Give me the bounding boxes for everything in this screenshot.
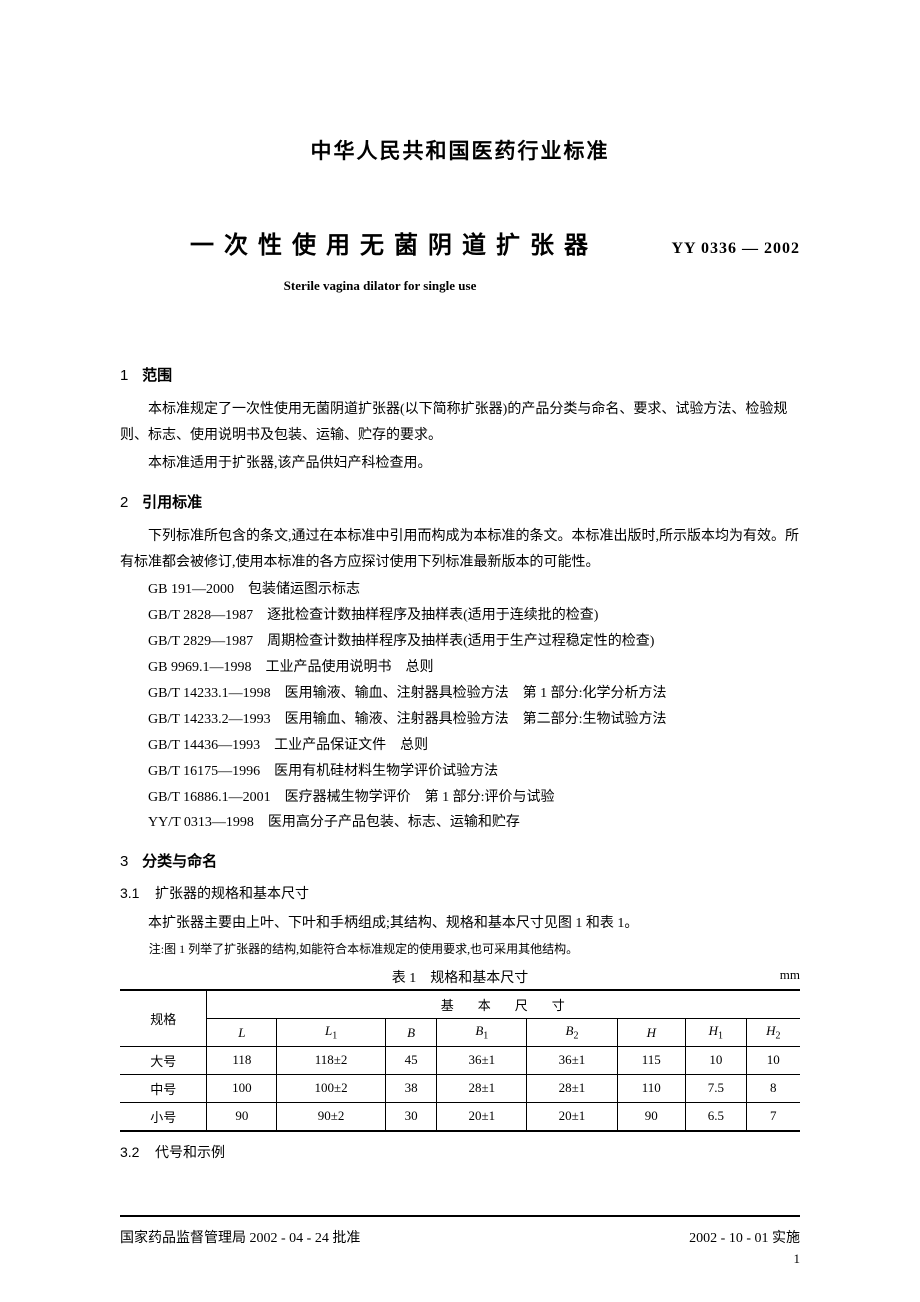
standard-code: YY 0336 — 2002 (671, 240, 800, 258)
table-row: 中号 100 100±2 38 28±1 28±1 110 7.5 8 (120, 1074, 800, 1102)
td: 36±1 (527, 1046, 617, 1074)
subsection-3-1-num: 3.1 (120, 885, 139, 901)
th-H2: H2 (746, 1019, 800, 1047)
subtitle-english: Sterile vagina dilator for single use (120, 278, 640, 294)
td-spec: 中号 (120, 1074, 207, 1102)
ref-item: GB/T 16175—1996 医用有机硅材料生物学评价试验方法 (148, 759, 800, 785)
td-spec: 大号 (120, 1046, 207, 1074)
section-3-num: 3 (120, 853, 128, 870)
section-2-label: 引用标准 (142, 495, 202, 511)
td: 38 (385, 1074, 436, 1102)
td: 20±1 (437, 1102, 527, 1131)
table-1-caption: 表 1 规格和基本尺寸 mm (120, 967, 800, 987)
th-B2: B2 (527, 1019, 617, 1047)
th-group: 基本尺寸 (207, 990, 800, 1019)
subsection-3-2-num: 3.2 (120, 1144, 139, 1160)
ref-item: GB/T 14233.1—1998 医用输液、输血、注射器具检验方法 第 1 部… (148, 681, 800, 707)
td: 118±2 (277, 1046, 386, 1074)
section-1-heading: 1 范围 (120, 364, 800, 385)
footer-effective: 2002 - 10 - 01 实施 (689, 1227, 800, 1247)
main-title: 一次性使用无菌阴道扩张器 (190, 225, 598, 260)
ref-item: GB 191—2000 包装储运图示标志 (148, 577, 800, 603)
ref-item: GB/T 14436—1993 工业产品保证文件 总则 (148, 733, 800, 759)
table-1: 规格 基本尺寸 L L1 B B1 B2 H H1 H2 大号 118 118±… (120, 989, 800, 1132)
th-H: H (617, 1019, 685, 1047)
table-row: 小号 90 90±2 30 20±1 20±1 90 6.5 7 (120, 1102, 800, 1131)
ref-item: GB/T 14233.2—1993 医用输血、输液、注射器具检验方法 第二部分:… (148, 707, 800, 733)
section-1-num: 1 (120, 367, 128, 384)
td: 90 (207, 1102, 277, 1131)
ref-item: GB 9969.1—1998 工业产品使用说明书 总则 (148, 655, 800, 681)
td: 118 (207, 1046, 277, 1074)
td: 7.5 (686, 1074, 747, 1102)
subsection-3-2-label: 代号和示例 (155, 1146, 225, 1161)
subsection-3-1-note: 注:图 1 列举了扩张器的结构,如能符合本标准规定的使用要求,也可采用其他结构。 (120, 940, 800, 957)
th-B1: B1 (437, 1019, 527, 1047)
reference-list: GB 191—2000 包装储运图示标志 GB/T 2828—1987 逐批检查… (148, 577, 800, 836)
section-2-intro: 下列标准所包含的条文,通过在本标准中引用而构成为本标准的条文。本标准出版时,所示… (120, 524, 800, 576)
td: 115 (617, 1046, 685, 1074)
th-L1: L1 (277, 1019, 386, 1047)
td: 7 (746, 1102, 800, 1131)
td: 90 (617, 1102, 685, 1131)
page-number: 1 (794, 1251, 801, 1267)
section-1-p1: 本标准规定了一次性使用无菌阴道扩张器(以下简称扩张器)的产品分类与命名、要求、试… (120, 397, 800, 449)
section-2-num: 2 (120, 494, 128, 511)
td: 100 (207, 1074, 277, 1102)
td: 10 (686, 1046, 747, 1074)
subsection-3-1-p1: 本扩张器主要由上叶、下叶和手柄组成;其结构、规格和基本尺寸见图 1 和表 1。 (120, 911, 800, 937)
footer: 国家药品监督管理局 2002 - 04 - 24 批准 2002 - 10 - … (120, 1215, 800, 1247)
footer-approval: 国家药品监督管理局 2002 - 04 - 24 批准 (120, 1227, 360, 1247)
th-B: B (385, 1019, 436, 1047)
td: 28±1 (437, 1074, 527, 1102)
ref-item: GB/T 16886.1—2001 医疗器械生物学评价 第 1 部分:评价与试验 (148, 785, 800, 811)
td: 45 (385, 1046, 436, 1074)
td: 36±1 (437, 1046, 527, 1074)
td: 6.5 (686, 1102, 747, 1131)
subsection-3-1-label: 扩张器的规格和基本尺寸 (155, 887, 309, 902)
td: 30 (385, 1102, 436, 1131)
section-3-label: 分类与命名 (142, 854, 217, 870)
th-spec: 规格 (120, 990, 207, 1046)
td-spec: 小号 (120, 1102, 207, 1131)
ref-item: YY/T 0313—1998 医用高分子产品包装、标志、运输和贮存 (148, 810, 800, 836)
td: 20±1 (527, 1102, 617, 1131)
table-1-caption-text: 表 1 规格和基本尺寸 (392, 971, 529, 986)
subsection-3-2: 3.2 代号和示例 (120, 1142, 800, 1162)
section-1-p2: 本标准适用于扩张器,该产品供妇产科检查用。 (120, 451, 800, 477)
subsection-3-1: 3.1 扩张器的规格和基本尺寸 (120, 883, 800, 903)
td: 110 (617, 1074, 685, 1102)
td: 90±2 (277, 1102, 386, 1131)
title-row: 一次性使用无菌阴道扩张器 YY 0336 — 2002 (120, 225, 800, 260)
ref-item: GB/T 2829—1987 周期检查计数抽样程序及抽样表(适用于生产过程稳定性… (148, 629, 800, 655)
table-row: 大号 118 118±2 45 36±1 36±1 115 10 10 (120, 1046, 800, 1074)
ref-item: GB/T 2828—1987 逐批检查计数抽样程序及抽样表(适用于连续批的检查) (148, 603, 800, 629)
td: 100±2 (277, 1074, 386, 1102)
section-3-heading: 3 分类与命名 (120, 850, 800, 871)
td: 8 (746, 1074, 800, 1102)
table-1-unit: mm (780, 967, 800, 983)
td: 28±1 (527, 1074, 617, 1102)
th-L: L (207, 1019, 277, 1047)
org-title: 中华人民共和国医药行业标准 (120, 135, 800, 165)
section-2-heading: 2 引用标准 (120, 491, 800, 512)
th-H1: H1 (686, 1019, 747, 1047)
section-1-label: 范围 (142, 368, 172, 384)
td: 10 (746, 1046, 800, 1074)
